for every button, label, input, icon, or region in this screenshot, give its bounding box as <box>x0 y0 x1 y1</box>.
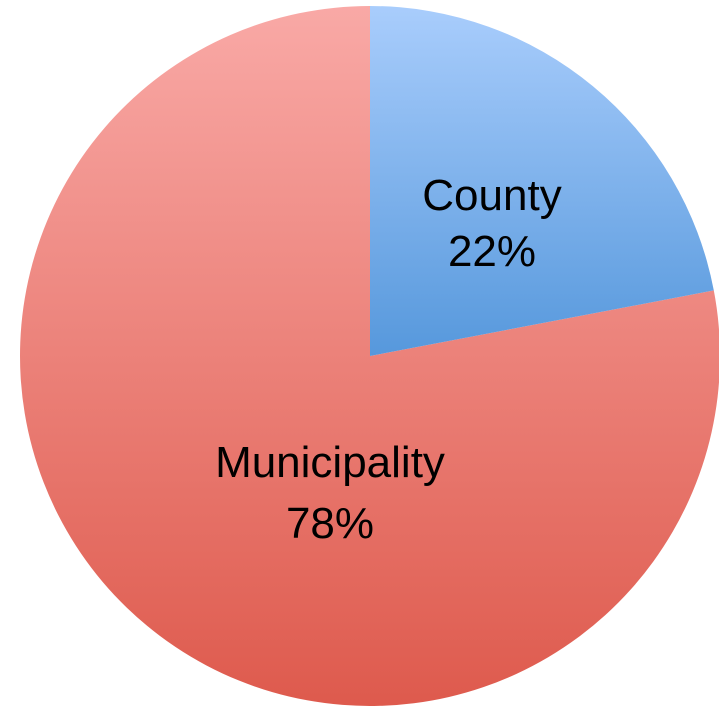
pie-slice-municipality <box>20 6 719 706</box>
county-label: County <box>422 171 561 220</box>
pie-slice-county <box>370 6 714 356</box>
municipality-label: Municipality <box>215 438 445 487</box>
municipality-percent-label: 78% <box>286 499 374 548</box>
county-percent-label: 22% <box>448 227 536 276</box>
pie-slices <box>20 6 719 706</box>
slice-labels: County 22% Municipality 78% <box>215 171 562 548</box>
